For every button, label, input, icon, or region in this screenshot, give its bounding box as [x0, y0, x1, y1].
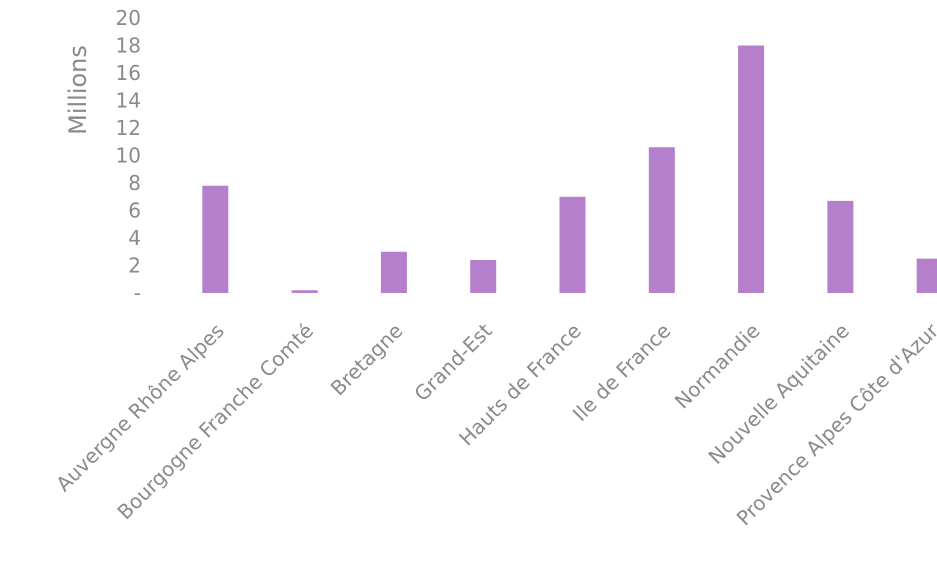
- y-tick-label: 6: [128, 199, 141, 223]
- bar: [380, 251, 407, 293]
- y-tick-label: 2: [128, 254, 141, 278]
- bar: [916, 258, 937, 293]
- x-tick-label: Auvergne Rhône Alpes: [51, 319, 229, 497]
- x-tick-label: Bretagne: [326, 319, 408, 401]
- y-tick-label: 12: [116, 116, 141, 140]
- y-tick-label: 8: [128, 171, 141, 195]
- bar: [202, 185, 229, 293]
- bars: [202, 45, 937, 293]
- y-tick-label: 18: [116, 34, 141, 58]
- y-tick-label: 16: [116, 61, 141, 85]
- y-axis-label: Millions: [64, 45, 92, 135]
- bar: [291, 290, 318, 293]
- y-tick-label: -: [134, 281, 141, 305]
- x-tick-label: Bourgogne Franche Comté: [112, 319, 318, 525]
- bar: [738, 45, 765, 293]
- bar: [827, 200, 854, 293]
- y-axis-ticks: - 2 4 6 8 10 12 14 16 18 20: [116, 6, 141, 305]
- x-tick-label: Grand-Est: [409, 318, 496, 405]
- y-tick-label: 4: [128, 226, 141, 250]
- bar: [559, 196, 586, 293]
- x-tick-label: Normandie: [670, 319, 765, 414]
- y-tick-label: 10: [116, 144, 141, 168]
- y-tick-label: 14: [116, 89, 141, 113]
- y-tick-label: 20: [116, 6, 141, 30]
- bar: [648, 147, 675, 293]
- bar: [470, 260, 497, 293]
